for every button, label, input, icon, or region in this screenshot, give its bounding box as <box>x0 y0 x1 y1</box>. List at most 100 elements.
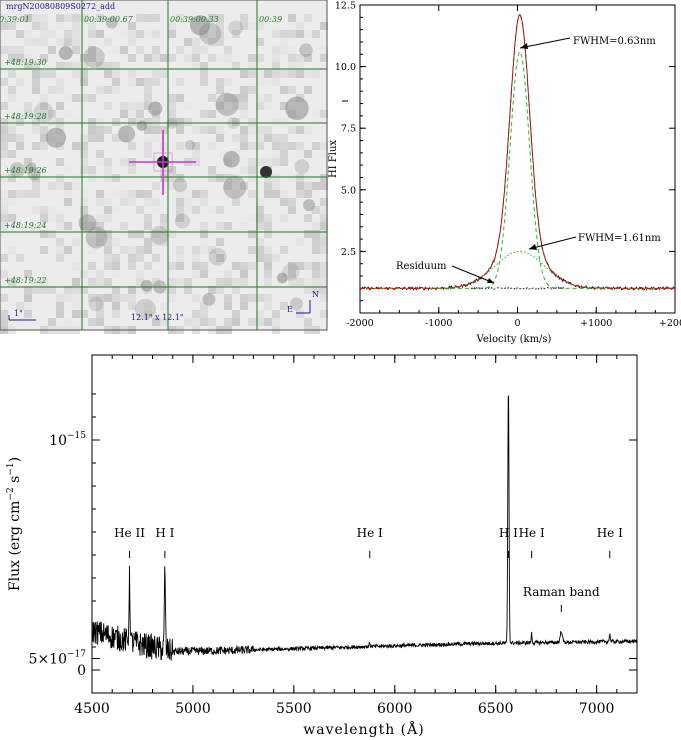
sky-pixel <box>144 198 152 206</box>
sky-pixel <box>304 86 312 94</box>
sky-pixel <box>152 70 160 78</box>
sky-pixel <box>200 302 208 310</box>
sky-pixel <box>104 62 112 70</box>
sky-pixel <box>240 222 248 230</box>
sky-pixel <box>232 318 240 326</box>
sky-pixel <box>120 246 128 254</box>
sky-pixel <box>176 142 184 150</box>
sky-pixel <box>16 46 24 54</box>
sky-pixel <box>64 30 72 38</box>
sky-pixel <box>16 134 24 142</box>
sky-pixel <box>120 102 128 110</box>
sky-pixel <box>272 78 280 86</box>
sky-pixel <box>296 142 304 150</box>
sky-pixel <box>8 94 16 102</box>
sky-pixel <box>296 62 304 70</box>
sky-pixel <box>264 222 272 230</box>
faint-source <box>276 272 288 284</box>
sky-pixel <box>136 110 144 118</box>
sky-pixel <box>264 158 272 166</box>
sky-pixel <box>56 118 64 126</box>
sky-pixel <box>32 22 40 30</box>
sky-pixel <box>248 294 256 302</box>
sky-pixel <box>144 54 152 62</box>
sky-pixel <box>32 62 40 70</box>
ra-label: 00:39:00.67 <box>84 15 134 24</box>
sky-pixel <box>40 142 48 150</box>
sky-pixel <box>240 182 248 190</box>
sky-pixel <box>200 190 208 198</box>
sky-pixel <box>256 246 264 254</box>
sky-pixel <box>56 238 64 246</box>
sky-pixel <box>32 118 40 126</box>
sky-pixel <box>280 70 288 78</box>
sky-pixel <box>64 198 72 206</box>
narrow-fwhm-annotation: FWHM=0.63nm <box>573 36 656 47</box>
sky-pixel <box>200 222 208 230</box>
sky-pixel <box>32 126 40 134</box>
spectrum-xtick-label: 5500 <box>276 701 312 717</box>
sky-pixel <box>240 70 248 78</box>
sky-pixel <box>152 254 160 262</box>
sky-pixel <box>152 46 160 54</box>
sky-pixel <box>80 62 88 70</box>
sky-pixel <box>304 318 312 326</box>
sky-pixel <box>224 78 232 86</box>
sky-pixel <box>256 206 264 214</box>
sky-pixel <box>264 70 272 78</box>
sky-pixel <box>24 38 32 46</box>
sky-pixel <box>0 270 8 278</box>
sky-pixel <box>256 222 264 230</box>
narrow-fwhm-arrow <box>519 37 571 49</box>
sky-pixel <box>248 318 256 326</box>
sky-pixel <box>128 110 136 118</box>
sky-pixel <box>192 46 200 54</box>
sky-pixel <box>216 22 224 30</box>
sky-pixel <box>296 150 304 158</box>
sky-pixel <box>304 182 312 190</box>
sky-pixel <box>136 278 144 286</box>
sky-pixel <box>96 62 104 70</box>
sky-pixel <box>208 278 216 286</box>
sky-pixel <box>88 94 96 102</box>
sky-pixel <box>320 246 328 254</box>
sky-pixel <box>192 190 200 198</box>
sky-pixel <box>0 222 8 230</box>
sky-pixel <box>296 70 304 78</box>
sky-pixel <box>320 294 328 302</box>
sky-pixel <box>80 158 88 166</box>
sky-pixel <box>208 166 216 174</box>
sky-pixel <box>240 22 248 30</box>
faint-source <box>134 298 157 320</box>
sky-pixel <box>200 310 208 318</box>
sky-pixel <box>232 190 240 198</box>
sky-pixel <box>232 30 240 38</box>
sky-pixel <box>80 142 88 150</box>
sky-pixel <box>160 238 168 246</box>
sky-pixel <box>72 238 80 246</box>
sky-pixel <box>120 222 128 230</box>
sky-pixel <box>184 118 192 126</box>
sky-pixel <box>152 182 160 190</box>
sky-pixel <box>40 38 48 46</box>
spectrum-axis-ticks: 4500 5000 5500 6000 6500 7000 05×10−17 10−15 <box>29 355 638 717</box>
faint-source <box>189 15 211 36</box>
sky-pixel <box>264 174 272 182</box>
sky-pixel <box>272 46 280 54</box>
sky-pixel <box>104 230 112 238</box>
sky-pixel <box>192 142 200 150</box>
sky-pixel <box>280 118 288 126</box>
sky-pixel <box>296 54 304 62</box>
sky-pixel <box>136 14 144 22</box>
sky-pixel <box>64 190 72 198</box>
sky-pixel <box>8 126 16 134</box>
sky-pixel <box>240 94 248 102</box>
sky-pixel <box>288 70 296 78</box>
sky-pixel <box>224 294 232 302</box>
sky-pixel <box>272 222 280 230</box>
sky-pixel <box>8 214 16 222</box>
dec-label: +48:19:26 <box>4 166 47 175</box>
sky-pixel <box>256 38 264 46</box>
sky-pixel <box>320 174 328 182</box>
